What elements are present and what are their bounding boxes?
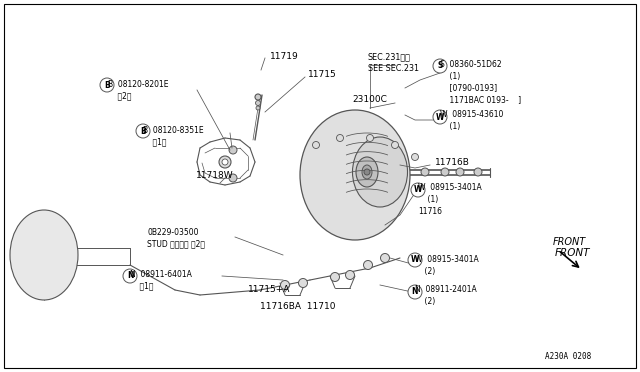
Circle shape — [412, 154, 419, 160]
Circle shape — [298, 279, 307, 288]
Circle shape — [280, 280, 289, 289]
Circle shape — [256, 106, 260, 110]
Text: N: N — [412, 288, 419, 296]
Circle shape — [433, 110, 447, 124]
Text: W: W — [414, 186, 422, 195]
Text: 11716B: 11716B — [435, 158, 470, 167]
Text: A230A 0208: A230A 0208 — [545, 352, 591, 361]
Circle shape — [229, 146, 237, 154]
Circle shape — [411, 183, 425, 197]
Text: W: W — [436, 112, 444, 122]
Circle shape — [392, 141, 399, 148]
Text: N  08911-2401A
    (2): N 08911-2401A (2) — [415, 285, 477, 306]
Circle shape — [408, 285, 422, 299]
Circle shape — [408, 253, 422, 267]
Ellipse shape — [362, 165, 372, 179]
Text: N  08911-6401A
    ＜1＞: N 08911-6401A ＜1＞ — [130, 270, 192, 291]
Circle shape — [364, 169, 370, 175]
Ellipse shape — [356, 157, 378, 187]
Circle shape — [433, 59, 447, 73]
Circle shape — [474, 168, 482, 176]
Circle shape — [456, 168, 464, 176]
Text: B  08120-8201E
    ＜2＞: B 08120-8201E ＜2＞ — [108, 80, 168, 101]
Circle shape — [123, 269, 137, 283]
Text: N: N — [127, 272, 133, 280]
Text: B: B — [104, 80, 110, 90]
Circle shape — [222, 159, 228, 165]
Text: 0B229-03500
STUD スタッド ＜2＞: 0B229-03500 STUD スタッド ＜2＞ — [147, 228, 205, 249]
Text: B  08120-8351E
    ＜1＞: B 08120-8351E ＜1＞ — [143, 126, 204, 147]
Circle shape — [100, 78, 114, 92]
Text: S  08360-51D62
    (1)
    [0790-0193]
    1171BAC 0193-    ]: S 08360-51D62 (1) [0790-0193] 1171BAC 01… — [440, 60, 521, 105]
Text: 11718W: 11718W — [196, 171, 234, 180]
Text: 11716BA  11710: 11716BA 11710 — [260, 302, 335, 311]
Text: W  08915-3401A
    (1)
11716: W 08915-3401A (1) 11716 — [418, 183, 482, 216]
Circle shape — [346, 270, 355, 279]
Text: FRONT: FRONT — [553, 237, 586, 247]
Ellipse shape — [300, 110, 410, 240]
Ellipse shape — [353, 137, 408, 207]
Text: 11715+A: 11715+A — [248, 285, 291, 294]
Circle shape — [255, 94, 261, 100]
Text: S: S — [437, 61, 443, 71]
Circle shape — [229, 174, 237, 182]
Circle shape — [364, 260, 372, 269]
Ellipse shape — [10, 210, 78, 300]
Text: B: B — [140, 126, 146, 135]
Text: 23100C: 23100C — [352, 95, 387, 104]
Circle shape — [219, 156, 231, 168]
Text: 11715: 11715 — [308, 70, 337, 79]
Circle shape — [330, 273, 339, 282]
Circle shape — [255, 100, 260, 106]
Text: FRONT: FRONT — [555, 248, 591, 258]
Circle shape — [312, 141, 319, 148]
Text: 11719: 11719 — [270, 52, 299, 61]
Circle shape — [337, 135, 344, 141]
Text: SEC.231参照
SEE SEC.231: SEC.231参照 SEE SEC.231 — [368, 52, 419, 73]
Text: W: W — [411, 256, 419, 264]
Circle shape — [367, 135, 374, 141]
Circle shape — [381, 253, 390, 263]
Circle shape — [421, 168, 429, 176]
Circle shape — [441, 168, 449, 176]
Text: W  08915-43610
    (1): W 08915-43610 (1) — [440, 110, 504, 131]
Circle shape — [136, 124, 150, 138]
Text: W  08915-3401A
    (2): W 08915-3401A (2) — [415, 255, 479, 276]
